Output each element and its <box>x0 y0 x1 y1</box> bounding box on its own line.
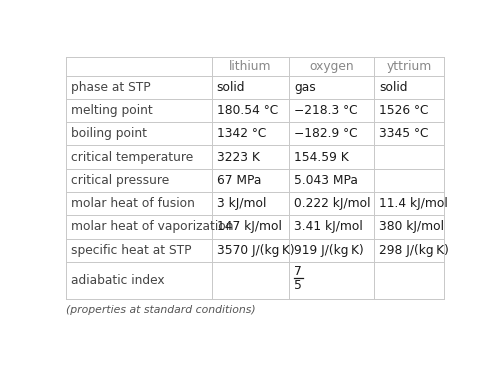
Text: 3345 °C: 3345 °C <box>379 128 429 140</box>
Text: 3.41 kJ/mol: 3.41 kJ/mol <box>294 220 363 234</box>
Text: critical pressure: critical pressure <box>71 174 169 187</box>
Text: 3570 J/(kg K): 3570 J/(kg K) <box>217 244 294 257</box>
Text: 147 kJ/mol: 147 kJ/mol <box>217 220 282 234</box>
Text: melting point: melting point <box>71 104 153 117</box>
Text: 7: 7 <box>294 265 302 278</box>
Text: molar heat of fusion: molar heat of fusion <box>71 197 195 210</box>
Text: lithium: lithium <box>229 60 272 73</box>
Text: (properties at standard conditions): (properties at standard conditions) <box>66 305 256 315</box>
Text: oxygen: oxygen <box>309 60 354 73</box>
Text: 298 J/(kg K): 298 J/(kg K) <box>379 244 449 257</box>
Text: 154.59 K: 154.59 K <box>294 151 349 164</box>
Text: adiabatic index: adiabatic index <box>71 274 165 287</box>
Text: yttrium: yttrium <box>387 60 432 73</box>
Text: solid: solid <box>217 81 245 94</box>
Text: 180.54 °C: 180.54 °C <box>217 104 278 117</box>
Text: 0.222 kJ/mol: 0.222 kJ/mol <box>294 197 371 210</box>
Text: 3223 K: 3223 K <box>217 151 259 164</box>
Text: 1342 °C: 1342 °C <box>217 128 266 140</box>
Text: solid: solid <box>379 81 408 94</box>
Text: molar heat of vaporization: molar heat of vaporization <box>71 220 234 234</box>
Text: 3 kJ/mol: 3 kJ/mol <box>217 197 266 210</box>
Text: specific heat at STP: specific heat at STP <box>71 244 192 257</box>
Text: phase at STP: phase at STP <box>71 81 151 94</box>
Text: −182.9 °C: −182.9 °C <box>294 128 358 140</box>
Text: 919 J/(kg K): 919 J/(kg K) <box>294 244 364 257</box>
Text: 67 MPa: 67 MPa <box>217 174 261 187</box>
Text: boiling point: boiling point <box>71 128 147 140</box>
Text: gas: gas <box>294 81 316 94</box>
Text: critical temperature: critical temperature <box>71 151 193 164</box>
Text: 380 kJ/mol: 380 kJ/mol <box>379 220 444 234</box>
Text: 11.4 kJ/mol: 11.4 kJ/mol <box>379 197 448 210</box>
Text: 5.043 MPa: 5.043 MPa <box>294 174 358 187</box>
Text: −218.3 °C: −218.3 °C <box>294 104 358 117</box>
Text: 5: 5 <box>294 279 302 291</box>
Text: 1526 °C: 1526 °C <box>379 104 429 117</box>
